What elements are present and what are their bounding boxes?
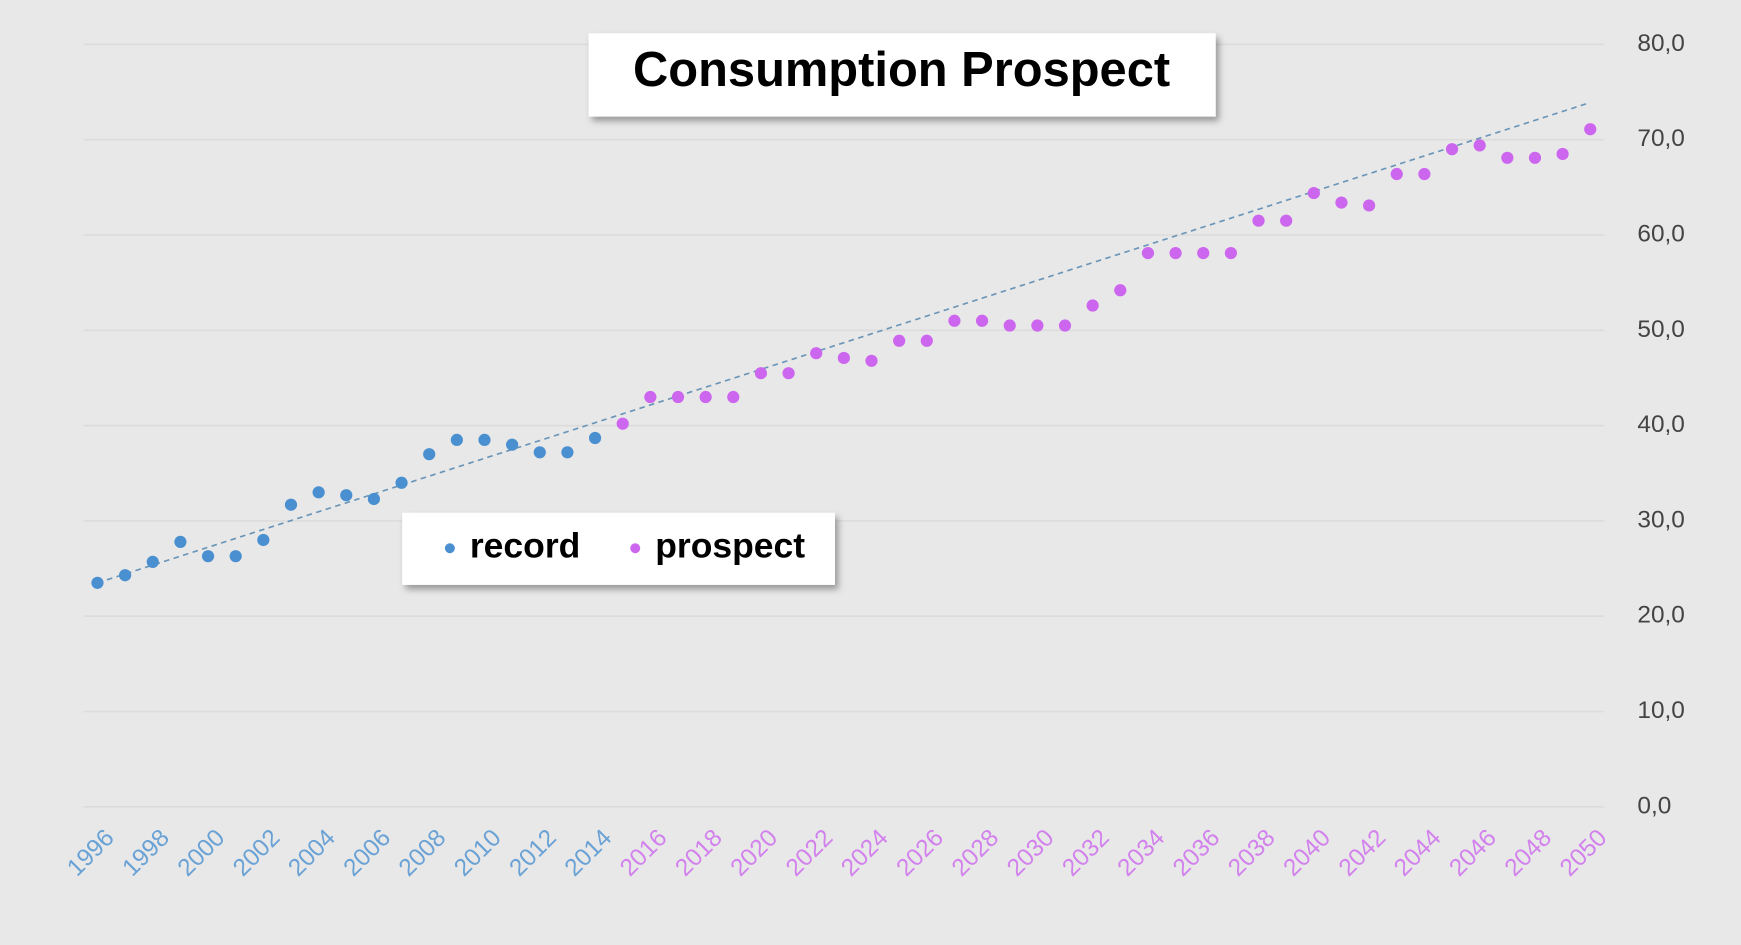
point: [367, 492, 381, 506]
legend-marker: [444, 543, 455, 554]
point: [229, 550, 242, 563]
point: [423, 448, 436, 461]
y-tick-label: 30,0: [1637, 506, 1685, 533]
point: [340, 489, 353, 502]
point: [1418, 167, 1431, 181]
y-tick-label: 40,0: [1637, 411, 1685, 438]
y-tick-label: 20,0: [1637, 602, 1685, 629]
point: [91, 576, 104, 589]
point: [119, 569, 132, 582]
point: [257, 533, 270, 547]
point: [1473, 139, 1486, 152]
point: [561, 446, 574, 459]
point: [1445, 143, 1459, 156]
y-tick-label: 70,0: [1637, 125, 1685, 152]
chart-title: Consumption Prospect: [633, 43, 1170, 97]
y-tick-label: 60,0: [1637, 220, 1685, 247]
point: [1501, 151, 1514, 164]
point: [1362, 199, 1376, 212]
point: [478, 433, 491, 447]
point: [893, 334, 906, 347]
point: [1390, 167, 1403, 181]
point: [588, 431, 602, 445]
point: [146, 555, 159, 568]
point: [1169, 247, 1182, 260]
point: [1058, 319, 1072, 332]
y-tick-label: 80,0: [1637, 30, 1685, 57]
y-tick-label: 0,0: [1637, 792, 1671, 819]
point: [1003, 319, 1016, 332]
point: [450, 433, 463, 447]
point: [395, 476, 408, 489]
point: [174, 535, 187, 548]
point: [644, 390, 657, 404]
point: [1307, 186, 1320, 200]
point: [1528, 151, 1542, 164]
point: [1224, 247, 1237, 260]
y-tick-label: 10,0: [1637, 697, 1685, 724]
point: [782, 367, 795, 380]
point: [1141, 247, 1155, 260]
legend-box: [402, 512, 835, 585]
point: [616, 417, 629, 430]
legend-marker: [630, 543, 641, 554]
y-tick-label: 50,0: [1637, 316, 1685, 343]
point: [754, 367, 768, 380]
point: [1584, 123, 1597, 136]
point: [699, 390, 712, 404]
legend-label: record: [470, 526, 580, 566]
legend-label: prospect: [655, 526, 805, 566]
point: [865, 354, 878, 367]
point: [727, 390, 740, 404]
point: [1197, 247, 1210, 260]
trendline: [97, 101, 1591, 584]
point: [948, 314, 961, 327]
point: [1086, 299, 1099, 312]
point: [1114, 284, 1127, 297]
point: [1031, 319, 1044, 332]
title-box: [588, 33, 1216, 117]
point: [1335, 196, 1348, 209]
point: [837, 351, 850, 365]
point: [810, 347, 823, 360]
point: [533, 446, 546, 459]
point: [920, 334, 933, 347]
point: [1280, 214, 1293, 227]
point: [506, 438, 519, 451]
point: [284, 498, 298, 511]
point: [975, 314, 989, 327]
point: [1252, 214, 1265, 227]
point: [312, 486, 325, 499]
point: [201, 550, 215, 563]
point: [671, 390, 685, 404]
point: [1556, 147, 1569, 161]
